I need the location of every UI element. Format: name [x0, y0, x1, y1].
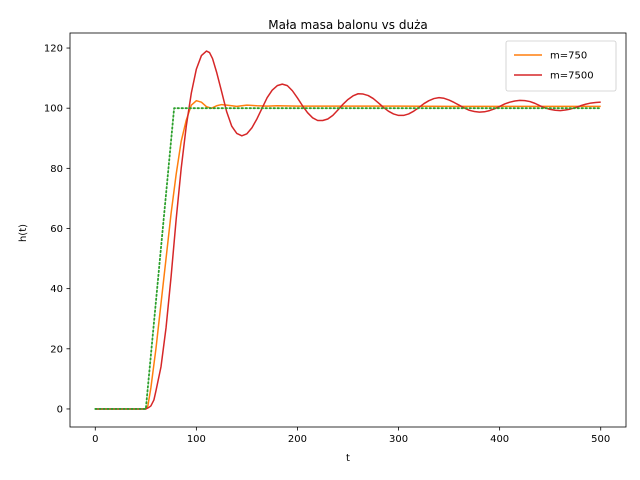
x-tick-label: 200 [288, 434, 307, 445]
legend-label-0: m=750 [550, 51, 587, 62]
axes-frame [69, 32, 627, 428]
x-tick-label: 300 [389, 434, 408, 445]
legend-box [505, 40, 617, 92]
legend-label-1: m=7500 [550, 71, 594, 82]
y-tick-label: 0 [57, 404, 63, 415]
plot-area [94, 50, 602, 410]
y-tick-label: 20 [50, 344, 63, 355]
axes: 0 100 200 300 400 500 0 20 40 60 80 100 120 [44, 32, 627, 445]
legend: m=750 m=7500 [505, 40, 617, 92]
y-tick-label: 40 [50, 284, 63, 295]
y-tick-label: 60 [50, 224, 63, 235]
y-tick-label: 100 [44, 104, 63, 115]
x-tick-label: 100 [187, 434, 206, 445]
y-tick-label: 80 [50, 164, 63, 175]
y-axis-label: h(t) [18, 224, 29, 242]
x-axis-label: t [346, 453, 350, 464]
series-line-2 [94, 107, 602, 410]
x-tick-label: 400 [490, 434, 509, 445]
y-tick-label: 120 [44, 44, 63, 55]
series-line-1 [95, 50, 601, 410]
chart-title: Mała masa balonu vs duża [268, 18, 427, 32]
x-tick-label: 500 [591, 434, 610, 445]
x-tick-label: 0 [92, 434, 98, 445]
